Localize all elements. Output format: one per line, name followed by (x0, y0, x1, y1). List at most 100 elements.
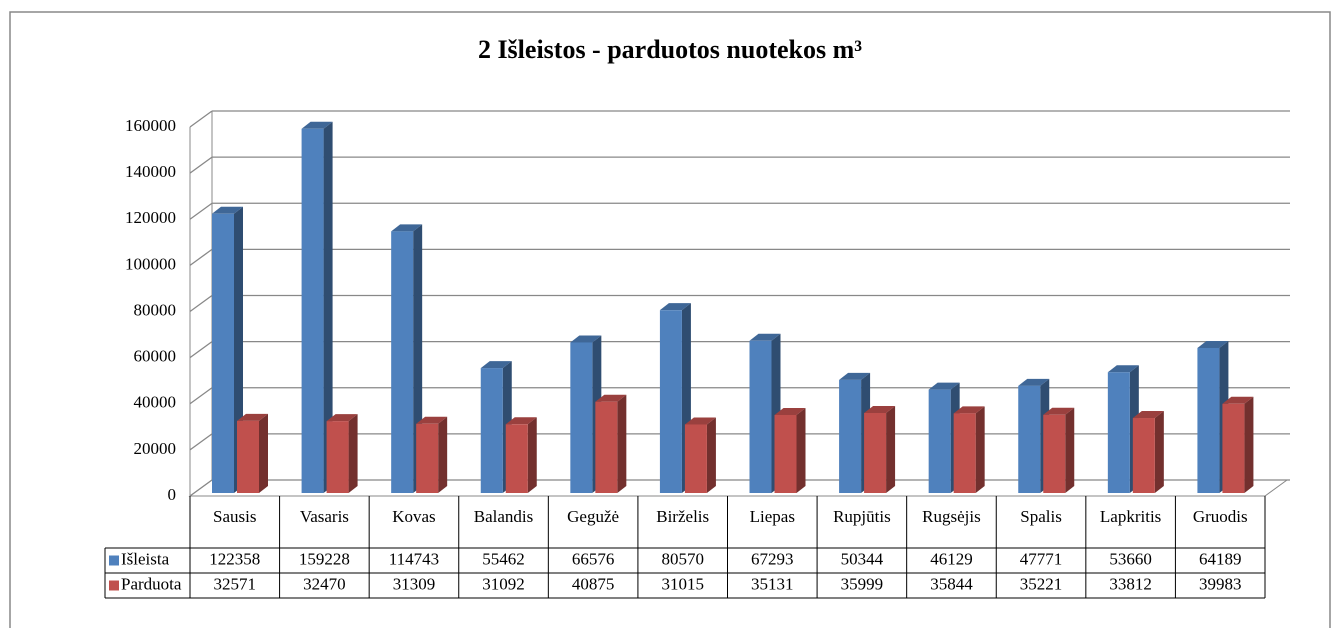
x-tick-label: Kovas (392, 507, 435, 526)
y-tick-label: 60000 (134, 347, 177, 366)
x-tick-label: Balandis (474, 507, 534, 526)
table-value: 50344 (841, 549, 884, 568)
table-value: 31309 (393, 574, 436, 593)
table-value: 35844 (930, 574, 973, 593)
table-value: 40875 (572, 574, 615, 593)
bar-side (259, 413, 268, 493)
bar-side (706, 417, 716, 493)
bar-top (570, 335, 602, 343)
bar-front (953, 413, 976, 493)
bar-front (774, 414, 797, 493)
grid-line (189, 479, 213, 497)
bar-top (1132, 411, 1164, 419)
x-tick-label: Rupjūtis (833, 507, 891, 526)
bar-front (684, 424, 707, 493)
x-tick-label: Lapkritis (1100, 507, 1161, 526)
bar-top (595, 394, 627, 402)
bar-front (595, 401, 618, 493)
table-value: 35221 (1020, 574, 1063, 593)
bar-front (212, 213, 234, 493)
grid-line (189, 202, 213, 220)
table-value: 33812 (1109, 574, 1152, 593)
bar-top (1018, 378, 1050, 386)
bar-side (527, 417, 537, 493)
bar-side (886, 405, 896, 493)
bar (1222, 396, 1254, 493)
bar-front (839, 379, 862, 493)
table-value: 67293 (751, 549, 794, 568)
y-tick-label: 20000 (134, 439, 177, 458)
bar-top (1043, 407, 1075, 415)
bar-front (391, 231, 414, 493)
bar-front (864, 412, 887, 493)
bar-top (1107, 365, 1139, 373)
x-tick-label: Rugsėjis (922, 507, 981, 526)
grid-line (189, 110, 213, 128)
y-tick-label: 160000 (125, 116, 176, 135)
bar-top (953, 406, 985, 414)
x-tick-label: Liepas (750, 507, 795, 526)
bar-front (1043, 414, 1066, 493)
legend-swatch (109, 555, 119, 566)
bar (1132, 411, 1164, 493)
y-tick-label: 40000 (134, 393, 177, 412)
chart-frame (9, 11, 1331, 628)
table-value: 55462 (482, 549, 525, 568)
bar-front (326, 421, 349, 493)
bar-top (301, 121, 333, 129)
y-tick-label: 80000 (134, 300, 177, 319)
bar (505, 417, 537, 493)
bar (684, 417, 716, 493)
bar-front (1222, 403, 1245, 493)
bar-side (1244, 396, 1254, 493)
bar-top (391, 224, 423, 232)
bar-front (1132, 418, 1155, 493)
bar-top (1222, 396, 1254, 404)
table-value: 46129 (930, 549, 973, 568)
bar-side (348, 414, 358, 493)
table-value: 64189 (1199, 549, 1242, 568)
legend-label: Išleista (121, 549, 170, 568)
grid-line (189, 387, 213, 405)
grid-line (189, 341, 213, 359)
bar (953, 406, 985, 493)
bar-side (617, 394, 627, 493)
bar (1043, 407, 1075, 493)
table-value: 32470 (303, 574, 346, 593)
table-value: 47771 (1020, 549, 1063, 568)
bar-top (659, 303, 691, 311)
table-value: 122358 (209, 549, 260, 568)
bar (301, 121, 333, 493)
bar-side (323, 121, 333, 493)
bar-top (1197, 340, 1229, 348)
bar-front (1018, 385, 1041, 493)
bar-top (480, 361, 512, 369)
table-value: 31015 (661, 574, 704, 593)
table-value: 66576 (572, 549, 615, 568)
chart-title: 2 Išleistos - parduotos nuotekos m³ (478, 35, 862, 64)
x-tick-label: Sausis (213, 507, 256, 526)
bar-top (864, 405, 896, 413)
bar-side (438, 416, 448, 493)
grid-line (189, 248, 213, 266)
bar-top (749, 333, 781, 341)
bar-front (1107, 372, 1130, 493)
grid-line (189, 156, 213, 174)
bar (416, 416, 448, 493)
legend-swatch (109, 580, 119, 591)
y-tick-label: 100000 (125, 254, 176, 273)
bar-top (326, 414, 358, 422)
bar-side (1154, 411, 1164, 493)
table-value: 39983 (1199, 574, 1242, 593)
bar-side (1065, 407, 1075, 493)
bar-front (1197, 347, 1220, 493)
y-tick-label: 0 (168, 485, 177, 504)
table-value: 35131 (751, 574, 794, 593)
bar-front (237, 420, 259, 493)
bar (237, 413, 268, 493)
table-value: 114743 (389, 549, 439, 568)
bar (774, 407, 806, 493)
bar (864, 405, 896, 493)
bar-front (928, 389, 951, 493)
bar-top (505, 417, 537, 425)
